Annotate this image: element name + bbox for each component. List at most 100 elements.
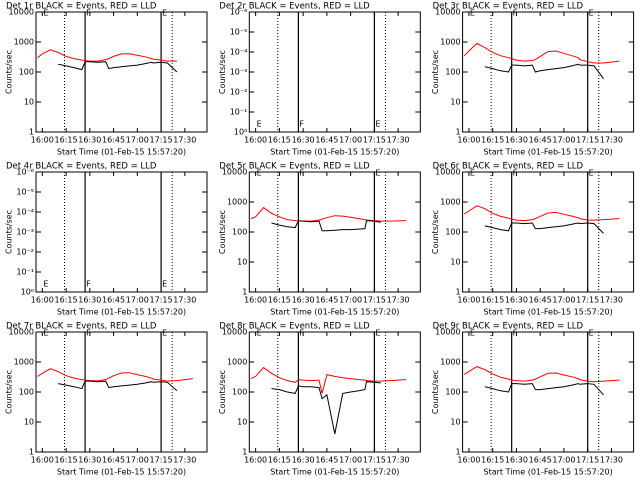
x-tick-label: 17:00 bbox=[552, 136, 575, 145]
series-line bbox=[484, 383, 604, 396]
event-annotation: E bbox=[162, 280, 167, 289]
y-tick-label: 10⁻⁴ bbox=[16, 208, 34, 217]
event-annotation: E bbox=[375, 169, 380, 178]
x-tick-label: 16:30 bbox=[505, 136, 528, 145]
y-tick-label: 10000 bbox=[222, 168, 247, 177]
y-tick-label: 10000 bbox=[435, 168, 460, 177]
series-line bbox=[37, 49, 177, 62]
event-annotation: F bbox=[86, 280, 91, 289]
x-tick-label: 17:15 bbox=[150, 296, 173, 305]
y-tick-label: 1000 bbox=[227, 358, 247, 367]
series-line bbox=[58, 61, 178, 73]
series-line bbox=[271, 381, 381, 434]
x-tick-label: 16:15 bbox=[481, 296, 504, 305]
chart-title: Det 4r BLACK = Events, RED = LLD bbox=[6, 162, 157, 172]
series-line bbox=[484, 63, 604, 79]
chart-title: Det 6r BLACK = Events, RED = LLD bbox=[433, 162, 584, 172]
x-tick-label: 17:15 bbox=[576, 136, 599, 145]
y-tick-label: 10 bbox=[450, 98, 460, 107]
series-line bbox=[463, 205, 620, 222]
x-tick-label: 16:00 bbox=[457, 296, 480, 305]
y-tick-label: 1000 bbox=[440, 198, 460, 207]
y-tick-label: 1 bbox=[242, 288, 247, 297]
y-tick-label: 1 bbox=[456, 288, 461, 297]
y-tick-label: 10000 bbox=[9, 328, 34, 337]
y-tick-label: 10⁰ bbox=[234, 128, 247, 137]
y-tick-label: 10⁻⁶ bbox=[230, 8, 248, 17]
event-annotation: E bbox=[162, 329, 167, 338]
x-tick-label: 17:30 bbox=[173, 136, 196, 145]
x-tick-label: 16:00 bbox=[457, 136, 480, 145]
x-tick-label: 17:15 bbox=[576, 456, 599, 465]
x-axis-label: Start Time (01-Feb-15 15:57:20) bbox=[270, 468, 399, 477]
x-tick-label: 16:30 bbox=[292, 456, 315, 465]
event-annotation: E bbox=[257, 120, 262, 129]
y-tick-label: 10 bbox=[237, 418, 247, 427]
y-axis-label: Counts/sec bbox=[218, 50, 227, 94]
x-tick-label: 16:45 bbox=[315, 296, 338, 305]
x-tick-label: 17:15 bbox=[363, 136, 386, 145]
series-line bbox=[58, 380, 178, 392]
event-annotation: F bbox=[299, 329, 304, 338]
x-tick-label: 17:30 bbox=[600, 296, 623, 305]
x-tick-label: 16:30 bbox=[292, 296, 315, 305]
x-tick-label: 16:15 bbox=[268, 136, 291, 145]
event-annotation: E bbox=[43, 280, 48, 289]
x-tick-label: 16:45 bbox=[529, 296, 552, 305]
x-tick-label: 17:00 bbox=[339, 296, 362, 305]
y-tick-label: 10 bbox=[450, 418, 460, 427]
x-tick-label: 17:00 bbox=[339, 456, 362, 465]
y-tick-label: 1000 bbox=[440, 358, 460, 367]
chart-title: Det 9r BLACK = Events, RED = LLD bbox=[433, 322, 584, 332]
y-tick-label: 100 bbox=[19, 388, 34, 397]
y-axis-label: Counts/sec bbox=[5, 210, 14, 254]
x-tick-label: 17:15 bbox=[150, 456, 173, 465]
x-tick-label: 16:30 bbox=[78, 136, 101, 145]
x-tick-label: 16:00 bbox=[244, 296, 267, 305]
y-axis-label: Counts/sec bbox=[431, 210, 440, 254]
y-tick-label: 10 bbox=[24, 98, 34, 107]
x-tick-label: 17:30 bbox=[387, 456, 410, 465]
x-tick-label: 16:45 bbox=[529, 456, 552, 465]
x-tick-label: 16:45 bbox=[315, 456, 338, 465]
event-annotation: E bbox=[257, 169, 262, 178]
y-tick-label: 1 bbox=[29, 448, 34, 457]
event-annotation: E bbox=[375, 120, 380, 129]
event-annotation: F bbox=[513, 169, 518, 178]
series-line bbox=[463, 42, 620, 64]
x-tick-label: 16:30 bbox=[78, 456, 101, 465]
event-annotation: F bbox=[299, 169, 304, 178]
y-tick-label: 10⁻³ bbox=[230, 68, 248, 77]
y-tick-label: 10000 bbox=[435, 328, 460, 337]
y-tick-label: 100 bbox=[445, 228, 460, 237]
series-line bbox=[484, 222, 604, 234]
y-tick-label: 10⁻² bbox=[16, 248, 34, 257]
event-annotation: E bbox=[470, 329, 475, 338]
x-axis-label: Start Time (01-Feb-15 15:57:20) bbox=[483, 148, 612, 157]
x-tick-label: 17:15 bbox=[363, 456, 386, 465]
x-tick-label: 16:30 bbox=[78, 296, 101, 305]
x-tick-label: 17:30 bbox=[600, 136, 623, 145]
y-tick-label: 1000 bbox=[14, 358, 34, 367]
event-annotation: E bbox=[375, 329, 380, 338]
x-tick-label: 16:30 bbox=[505, 456, 528, 465]
y-tick-label: 1 bbox=[242, 448, 247, 457]
x-tick-label: 16:45 bbox=[102, 136, 125, 145]
x-tick-label: 17:30 bbox=[387, 296, 410, 305]
x-tick-label: 16:15 bbox=[268, 456, 291, 465]
y-tick-label: 1000 bbox=[227, 198, 247, 207]
y-tick-label: 10000 bbox=[9, 8, 34, 17]
event-annotation: F bbox=[86, 9, 91, 18]
x-tick-label: 17:30 bbox=[173, 456, 196, 465]
x-axis-label: Start Time (01-Feb-15 15:57:20) bbox=[57, 468, 186, 477]
event-annotation: F bbox=[513, 329, 518, 338]
y-tick-label: 10000 bbox=[435, 8, 460, 17]
y-tick-label: 1000 bbox=[440, 38, 460, 47]
chart-title: Det 5r BLACK = Events, RED = LLD bbox=[219, 162, 370, 172]
y-axis-label: Counts/sec bbox=[5, 370, 14, 414]
y-tick-label: 10⁻¹ bbox=[16, 268, 34, 277]
y-axis-label: Counts/sec bbox=[218, 370, 227, 414]
y-tick-label: 10⁻² bbox=[230, 88, 248, 97]
x-axis-label: Start Time (01-Feb-15 15:57:20) bbox=[483, 308, 612, 317]
